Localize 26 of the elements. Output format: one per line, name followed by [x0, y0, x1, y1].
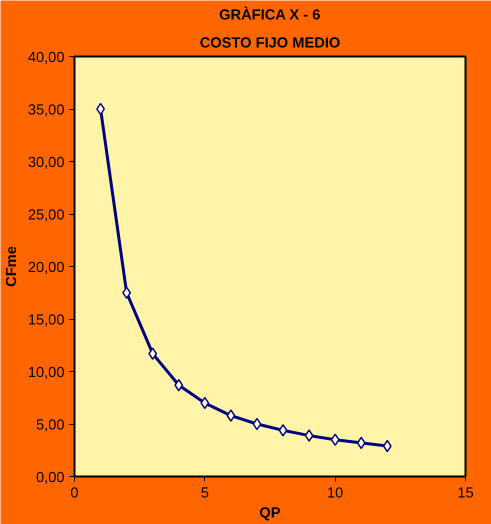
y-axis-title: CFme	[4, 246, 20, 287]
point	[148, 347, 158, 360]
point	[174, 378, 184, 392]
y-tick-label: 25,00	[28, 208, 65, 224]
point	[382, 440, 392, 452]
point	[304, 429, 314, 442]
x-axis-title: QP	[259, 506, 281, 522]
y-tick-label: 40,00	[28, 50, 65, 66]
y-tick-label: 35,00	[28, 102, 65, 118]
x-tick-label: 15	[457, 486, 474, 502]
point	[200, 396, 210, 410]
point	[356, 436, 366, 450]
y-tick-label: 30,00	[28, 155, 65, 171]
chart-subtitle: COSTO FIJO MEDIO	[200, 36, 340, 52]
point	[226, 409, 236, 422]
chart-title: GRÀFICA X - 6	[219, 6, 320, 24]
y-tick-label: 20,00	[28, 260, 65, 276]
x-tick-label: 0	[70, 486, 79, 502]
point	[122, 286, 132, 299]
y-tick-label: 15,00	[28, 312, 65, 328]
y-tick-label: 0,00	[36, 470, 65, 486]
x-tick-label: 10	[327, 486, 344, 502]
y-tick-label: 5,00	[36, 418, 65, 434]
x-tick-label: 5	[200, 486, 209, 502]
y-tick-label: 10,00	[28, 365, 65, 381]
point	[330, 434, 340, 446]
